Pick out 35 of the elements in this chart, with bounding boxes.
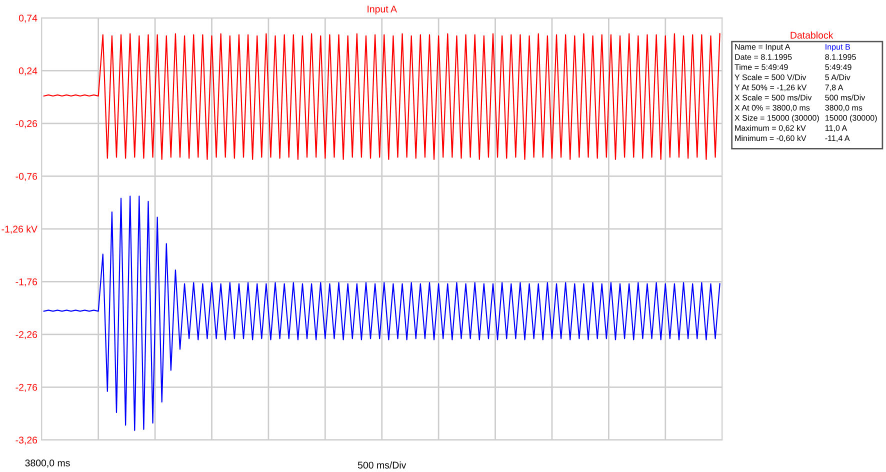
y-tick-label: -0,76 [16,172,38,181]
y-tick-label: 0,24 [18,67,38,76]
text: Name = Input A [735,44,790,52]
text: -11,4 A [825,135,850,142]
text: X Size = 15000 (30000) [734,114,819,122]
y-tick-label: -2,76 [16,384,38,392]
text: 11,0 A [825,125,848,132]
text: 5 A/Div [825,74,850,80]
text: Time = 5:49:49 [734,64,788,70]
y-tick-label: -2,26 [16,331,38,340]
y-tick-label: 0,74 [18,14,38,23]
y-tick-label: -3,26 [16,436,38,445]
text: Input B [826,44,850,52]
text: Maximum = 0,62 kV [735,124,806,132]
text: Y At 50% = -1,26 kV [734,84,807,92]
text: 8.1.1995 [825,54,856,60]
line-series [43,196,720,431]
text: X At 0% = 3800,0 ms [734,104,810,112]
text: 15000 (30000) [825,114,877,122]
text: Date = 8.1.1995 [735,54,792,60]
line-series [43,33,720,160]
y-tick-label: -1,76 [16,278,38,286]
text: X Scale = 500 ms/Div [734,94,812,100]
text: Y Scale = 500 V/Div [734,74,806,80]
y-tick-label: -1,26 kV [2,225,38,234]
text: 5:49:49 [825,64,852,70]
chart-title: Input A [368,6,397,14]
text: 3800,0 ms [825,104,862,112]
text: 500 ms/Div [825,94,866,100]
text: Datablock [790,32,834,39]
text: 7,8 A [825,84,844,92]
text: 3800,0 ms [25,460,70,468]
x-axis-title: 500 ms/Div [358,461,406,469]
text: Minimum = -0,60 kV [735,135,806,142]
y-tick-label: -0,26 [16,120,38,128]
